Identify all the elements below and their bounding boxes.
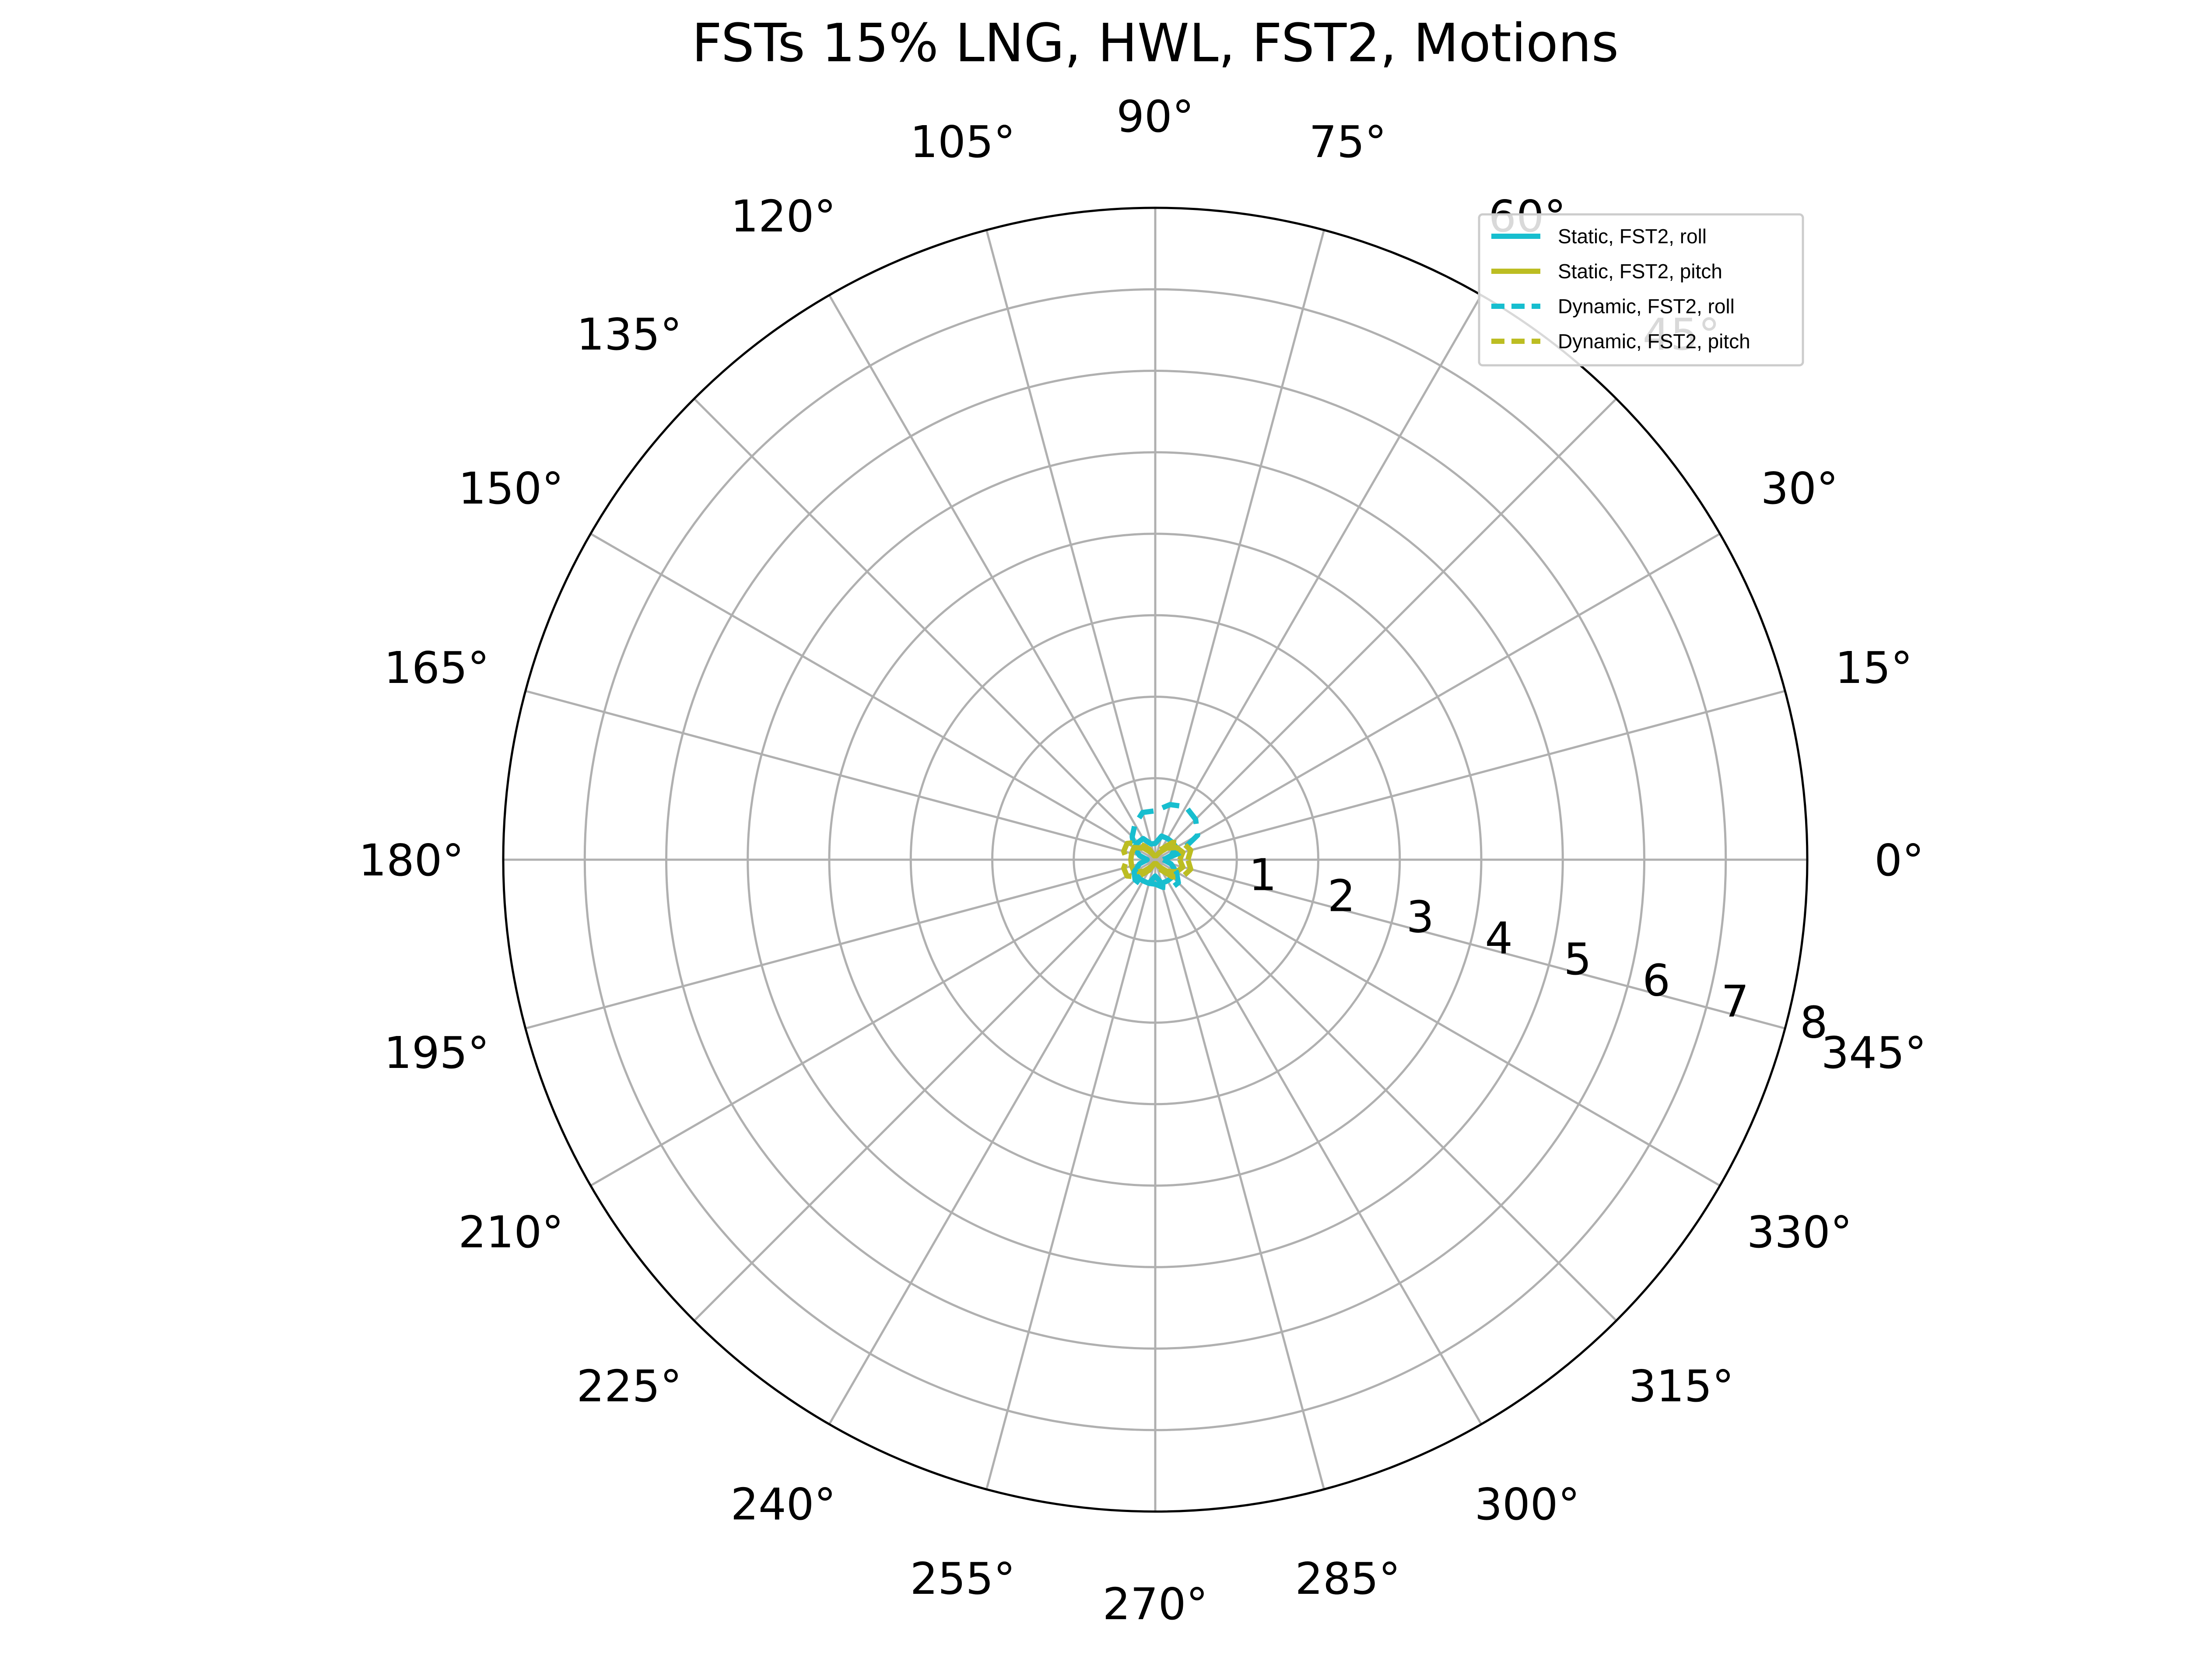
series-layer <box>1121 802 1200 891</box>
series-line-2 <box>1128 845 1185 875</box>
series-line-4 <box>1121 840 1193 880</box>
theta-tick-label: 330° <box>1747 1207 1852 1258</box>
r-tick-label: 3 <box>1406 892 1434 943</box>
theta-tick-label: 270° <box>1103 1578 1208 1630</box>
theta-grid-line <box>1154 230 1325 860</box>
polar-grid <box>503 208 1807 1512</box>
r-tick-label: 8 <box>1800 997 1828 1048</box>
theta-grid-line <box>693 859 1156 1322</box>
theta-tick-label: 0° <box>1874 835 1924 886</box>
theta-tick-label: 345° <box>1821 1027 1927 1078</box>
polar-spine <box>502 206 1809 1513</box>
theta-grid-line <box>1154 294 1483 861</box>
theta-tick-label: 30° <box>1761 463 1838 514</box>
theta-grid-line <box>525 690 1156 861</box>
theta-grid-line <box>985 230 1157 860</box>
theta-grid-line <box>590 858 1156 1187</box>
theta-tick-label: 210° <box>458 1207 564 1258</box>
theta-tick-label: 135° <box>576 309 682 360</box>
theta-tick-label: 105° <box>910 116 1016 168</box>
theta-tick-label: 180° <box>359 835 464 886</box>
r-tick-label: 2 <box>1328 870 1356 921</box>
theta-tick-label: 315° <box>1629 1361 1734 1412</box>
theta-tick-label: 165° <box>384 642 489 693</box>
legend-label: Dynamic, FST2, pitch <box>1558 330 1750 353</box>
theta-tick-label: 225° <box>576 1361 682 1412</box>
theta-grid-line <box>828 859 1157 1425</box>
theta-tick-label: 75° <box>1309 116 1386 168</box>
theta-tick-label: 300° <box>1475 1479 1580 1530</box>
theta-grid-line <box>693 398 1156 861</box>
tick-labels: 0°15°30°45°60°75°90°105°120°135°150°165°… <box>359 91 1927 1630</box>
theta-grid-line <box>1155 690 1785 861</box>
theta-tick-label: 15° <box>1835 642 1912 693</box>
theta-tick-label: 240° <box>731 1479 836 1530</box>
chart-title: FSTs 15% LNG, HWL, FST2, Motions <box>692 13 1619 74</box>
theta-grid-line <box>1155 858 1785 1030</box>
r-tick-label: 5 <box>1564 934 1592 985</box>
r-tick-label: 4 <box>1485 913 1513 964</box>
theta-grid-line <box>1154 532 1721 861</box>
theta-tick-label: 285° <box>1295 1553 1401 1604</box>
legend-label: Static, FST2, pitch <box>1558 260 1722 283</box>
theta-tick-label: 120° <box>731 191 836 242</box>
theta-tick-label: 90° <box>1116 91 1194 142</box>
theta-grid-line <box>828 294 1157 861</box>
theta-tick-label: 195° <box>384 1027 489 1078</box>
series-line-3 <box>1129 802 1200 891</box>
theta-grid-line <box>1154 859 1617 1322</box>
theta-grid-line <box>1154 859 1325 1490</box>
theta-grid-line <box>525 858 1156 1030</box>
theta-grid-line <box>985 859 1157 1490</box>
theta-grid-line <box>1154 859 1483 1425</box>
outer-spine <box>502 206 1809 1513</box>
r-tick-label: 6 <box>1642 955 1670 1006</box>
legend-label: Static, FST2, roll <box>1558 225 1707 248</box>
theta-tick-label: 255° <box>910 1553 1016 1604</box>
legend-label: Dynamic, FST2, roll <box>1558 295 1735 318</box>
r-tick-label: 7 <box>1721 976 1749 1027</box>
theta-grid-line <box>590 532 1156 861</box>
theta-tick-label: 150° <box>458 463 564 514</box>
legend-box <box>1478 213 1804 367</box>
theta-grid-line <box>1154 398 1617 861</box>
r-tick-label: 1 <box>1249 849 1277 900</box>
legend: Static, FST2, roll Static, FST2, pitch Dyn… <box>1478 213 1804 367</box>
theta-grid-line <box>1154 858 1721 1187</box>
